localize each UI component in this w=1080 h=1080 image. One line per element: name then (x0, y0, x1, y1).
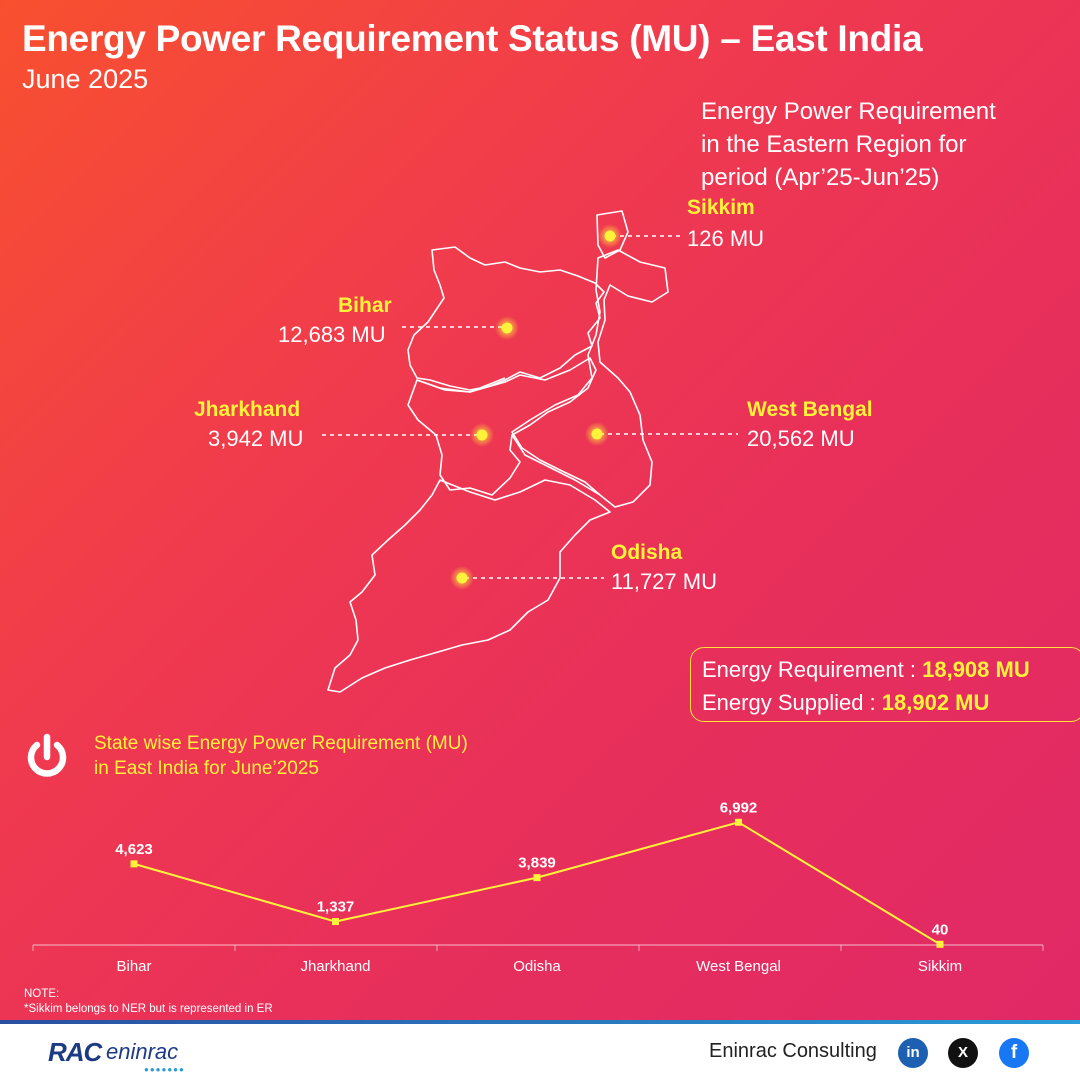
marker-odisha (456, 572, 468, 584)
chart-title-line: State wise Energy Power Requirement (MU) (94, 733, 468, 754)
map-odisha-outline (327, 479, 611, 693)
map-bihar-outline (407, 246, 605, 391)
footer-divider (0, 1020, 1080, 1024)
page-title: Energy Power Requirement Status (MU) – E… (22, 18, 923, 59)
marker-westbengal (591, 428, 603, 440)
data-label: 1,337 (317, 899, 355, 916)
region-note-line: in the Eastern Region for (701, 131, 967, 158)
company-name: Eninrac Consulting (709, 1040, 877, 1062)
summary-box: Energy Requirement : 18,908 MU Energy Su… (690, 647, 1080, 722)
map-westbengal-outline (511, 249, 669, 508)
power-icon (27, 733, 67, 777)
data-label: 3,839 (518, 855, 556, 872)
linkedin-icon[interactable]: in (898, 1038, 928, 1068)
state-value-bihar: 12,683 MU (278, 322, 386, 347)
page-subtitle: June 2025 (22, 64, 149, 94)
chart-title-line: in East India for June’2025 (94, 758, 319, 779)
east-india-map (327, 210, 669, 693)
chart-title: State wise Energy Power Requirement (MU)… (94, 731, 534, 781)
state-value-jharkhand: 3,942 MU (208, 426, 304, 451)
energy-supplied-label: Energy Supplied : (702, 690, 882, 715)
state-name-jharkhand: Jharkhand (194, 398, 301, 421)
energy-supplied-row: Energy Supplied : 18,902 MU (702, 690, 989, 716)
energy-requirement-row: Energy Requirement : 18,908 MU (702, 657, 1030, 683)
region-note-line: period (Apr’25-Jun’25) (701, 164, 940, 191)
note-heading: NOTE: (24, 988, 60, 1000)
marker-sikkim (604, 230, 616, 242)
x-icon[interactable]: X (948, 1038, 978, 1068)
marker-jharkhand (476, 429, 488, 441)
state-value-west-bengal: 20,562 MU (747, 426, 855, 451)
note-text: *Sikkim belongs to NER but is represente… (24, 1003, 273, 1015)
data-label: 4,623 (115, 841, 153, 858)
logo-dots: ●●●●●●● (144, 1065, 185, 1074)
data-point (130, 860, 138, 868)
map-border-line (511, 434, 601, 496)
energy-requirement-value: 18,908 MU (922, 657, 1030, 682)
state-value-sikkim: 126 MU (687, 226, 765, 251)
region-note: Energy Power Requirement in the Eastern … (701, 95, 1061, 194)
logo-eninrac: eninrac (106, 1039, 179, 1064)
x-tick-label: Bihar (116, 958, 151, 975)
map-sikkim-outline (596, 210, 629, 259)
state-name-odisha: Odisha (611, 541, 683, 564)
marker-bihar (501, 322, 513, 334)
data-point (936, 940, 944, 948)
energy-supplied-value: 18,902 MU (881, 690, 990, 715)
data-point (533, 874, 541, 882)
footnote: NOTE: *Sikkim belongs to NER but is repr… (24, 987, 273, 1017)
map-jharkhand-outline (407, 357, 597, 496)
series-line (133, 821, 941, 946)
state-name-bihar: Bihar (338, 294, 392, 317)
region-note-line: Energy Power Requirement (701, 98, 996, 125)
x-tick-label: West Bengal (696, 958, 781, 975)
energy-requirement-label: Energy Requirement : (702, 657, 923, 682)
footer: RAC eninrac ●●●●●●● Eninrac Consulting i… (0, 1024, 1080, 1080)
data-label: 6,992 (720, 799, 758, 816)
x-tick-label: Sikkim (918, 958, 962, 975)
logo-rac: RAC (48, 1037, 102, 1067)
state-name-sikkim: Sikkim (687, 196, 755, 219)
data-point (332, 918, 339, 926)
state-name-west-bengal: West Bengal (747, 398, 873, 421)
map-border-line (416, 377, 506, 393)
facebook-icon[interactable]: f (999, 1038, 1029, 1068)
data-point (735, 818, 742, 826)
x-tick-label: Jharkhand (300, 958, 370, 975)
state-value-odisha: 11,727 MU (611, 569, 717, 594)
line-chart: 4,623 Bihar 1,337 Jharkhand 3,839 Odisha 6,992… (32, 799, 1044, 975)
data-label: 40 (932, 921, 949, 938)
x-tick-label: Odisha (513, 958, 561, 975)
